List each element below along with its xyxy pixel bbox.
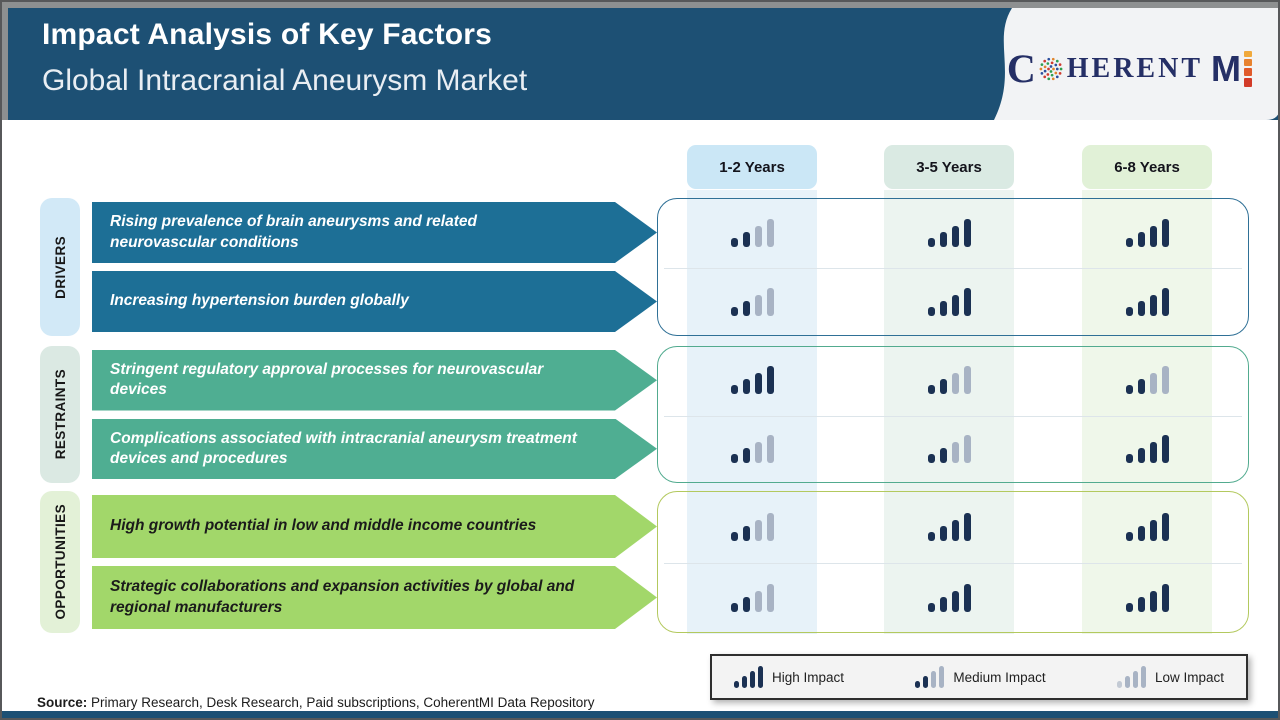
impact-cell-high [1082, 495, 1212, 558]
factor-text: Stringent regulatory approval processes … [110, 361, 544, 399]
legend-entry-medium: Medium Impact [915, 666, 1046, 688]
legend-label: High Impact [772, 669, 845, 685]
factor-text: Rising prevalence of brain aneurysms and… [110, 213, 477, 251]
globe-icon [1039, 57, 1063, 81]
brand-logo: C HERENT M [1007, 46, 1252, 92]
impact-cell-medium [884, 419, 1014, 480]
row-divider [664, 416, 1242, 417]
impact-bars-icon-high [927, 583, 971, 612]
impact-bars-icon-low [1116, 666, 1146, 688]
impact-cell-high [1082, 271, 1212, 332]
impact-bars-icon-high [734, 666, 763, 688]
impact-bars-icon-high [1125, 583, 1169, 612]
row-divider [664, 563, 1242, 564]
column-band-6-8-years [1082, 190, 1212, 634]
group-label-drivers: DRIVERS [40, 198, 80, 336]
column-header-3-5-years: 3-5 Years [884, 145, 1014, 189]
impact-bars-icon-medium [1125, 366, 1169, 395]
logo-letter-m: M [1211, 48, 1241, 89]
group-label-text: DRIVERS [52, 235, 68, 299]
legend-entry-high: High Impact [734, 666, 844, 688]
impact-cell-medium [687, 566, 817, 629]
impact-cell-high [1082, 202, 1212, 263]
legend-entry-low: Low Impact [1116, 666, 1224, 688]
impact-cell-medium [1082, 350, 1212, 411]
group-label-opportunities: OPPORTUNITIES [40, 491, 80, 633]
logo-background-curve [994, 8, 1278, 120]
column-header-6-8-years: 6-8 Years [1082, 145, 1212, 189]
impact-box-restraints [657, 346, 1249, 483]
factor-arrow-drivers-1: Rising prevalence of brain aneurysms and… [92, 202, 657, 263]
column-band-3-5-years [884, 190, 1014, 634]
impact-bars-icon-high [927, 218, 971, 247]
impact-cell-high [884, 202, 1014, 263]
logo-i-bar [1244, 51, 1252, 87]
frame-left-strip [2, 2, 8, 120]
row-divider [664, 268, 1242, 269]
factor-text: Increasing hypertension burden globally [110, 292, 409, 310]
impact-bars-icon-high [927, 287, 971, 316]
impact-bars-icon-medium [730, 583, 774, 612]
impact-bars-icon-medium [730, 512, 774, 541]
logo-letter-c: C [1006, 46, 1036, 91]
factor-text: High growth potential in low and middle … [110, 517, 537, 535]
impact-cell-medium [687, 419, 817, 480]
impact-bars-icon-medium [927, 366, 971, 395]
impact-bars-icon-high [730, 366, 774, 395]
header-banner: Impact Analysis of Key Factors Global In… [8, 8, 1278, 120]
factor-arrow-restraints-2: Complications associated with intracrani… [92, 419, 657, 480]
factor-arrow-restraints-1: Stringent regulatory approval processes … [92, 350, 657, 411]
page-title: Impact Analysis of Key Factors [42, 18, 493, 51]
source-label: Source: [37, 695, 88, 710]
frame-top-strip [2, 2, 1278, 8]
impact-box-opportunities [657, 491, 1249, 633]
group-label-restraints: RESTRAINTS [40, 346, 80, 483]
impact-bars-icon-high [927, 512, 971, 541]
impact-bars-icon-high [1125, 512, 1169, 541]
group-label-text: OPPORTUNITIES [52, 504, 68, 620]
impact-cell-high [884, 566, 1014, 629]
impact-cell-high [884, 271, 1014, 332]
factor-text: Strategic collaborations and expansion a… [110, 578, 575, 616]
impact-bars-icon-high [1125, 287, 1169, 316]
legend-label: Medium Impact [953, 669, 1046, 685]
factor-arrow-opportunities-2: Strategic collaborations and expansion a… [92, 566, 657, 629]
impact-cell-high [1082, 566, 1212, 629]
impact-bars-icon-high [1125, 434, 1169, 463]
factor-arrow-drivers-2: Increasing hypertension burden globally [92, 271, 657, 332]
impact-bars-icon-medium [730, 434, 774, 463]
impact-cell-high [687, 350, 817, 411]
impact-cell-medium [687, 495, 817, 558]
impact-cell-high [1082, 419, 1212, 480]
column-header-1-2-years: 1-2 Years [687, 145, 817, 189]
legend-label: Low Impact [1154, 669, 1224, 685]
impact-bars-icon-medium [730, 218, 774, 247]
factor-text: Complications associated with intracrani… [110, 429, 577, 467]
impact-cell-high [884, 495, 1014, 558]
impact-cell-medium [687, 271, 817, 332]
impact-legend: High Impact Medium Impact Low Impact [710, 654, 1248, 700]
impact-cell-medium [687, 202, 817, 263]
impact-bars-icon-medium [730, 287, 774, 316]
page-subtitle: Global Intracranial Aneurysm Market [42, 64, 528, 97]
bottom-accent-bar [2, 711, 1278, 718]
impact-bars-icon-medium [915, 666, 945, 688]
column-band-1-2-years [687, 190, 817, 634]
impact-box-drivers [657, 198, 1249, 336]
factor-arrow-opportunities-1: High growth potential in low and middle … [92, 495, 657, 558]
source-note: Source: Primary Research, Desk Research,… [37, 695, 594, 710]
group-label-text: RESTRAINTS [52, 369, 68, 460]
impact-bars-icon-medium [927, 434, 971, 463]
source-text: Primary Research, Desk Research, Paid su… [87, 695, 595, 710]
logo-word: HERENT [1066, 53, 1203, 84]
impact-cell-medium [884, 350, 1014, 411]
impact-bars-icon-high [1125, 218, 1169, 247]
